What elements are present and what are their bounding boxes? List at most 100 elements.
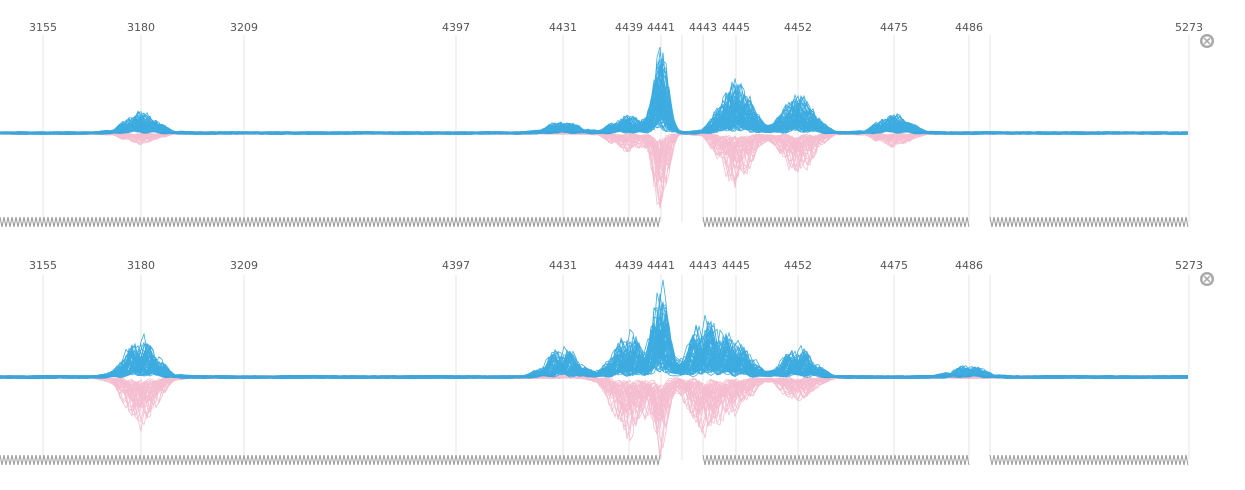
trace: [0, 131, 1189, 169]
trace: [0, 131, 1188, 159]
trace: [0, 323, 1189, 379]
trace: [0, 306, 1189, 379]
trace: [0, 375, 1189, 432]
trace: [0, 131, 1189, 193]
trace: [0, 97, 1189, 135]
trace: [0, 131, 1188, 161]
trace: [0, 327, 1189, 379]
trace: [0, 94, 1188, 135]
tick-label-4397: 4397: [442, 21, 470, 34]
axis-band-segment: [989, 216, 1189, 228]
trace: [0, 318, 1189, 379]
trace: [0, 78, 1189, 135]
trace: [0, 292, 1189, 380]
tick-label-4443: 4443: [689, 259, 717, 272]
tick-label-4431: 4431: [549, 21, 577, 34]
trace: [0, 293, 1189, 379]
trace: [0, 131, 1189, 208]
axis-band-segment: [702, 454, 970, 466]
trace: [0, 68, 1189, 135]
tick-label-3180: 3180: [127, 21, 155, 34]
trace: [0, 92, 1189, 135]
axis-band: [0, 216, 1189, 228]
axis-band-segment: [702, 216, 970, 228]
trace: [0, 64, 1189, 135]
trace: [0, 326, 1188, 379]
close-circle-icon[interactable]: [1200, 34, 1214, 48]
trace: [0, 96, 1189, 135]
trace: [0, 70, 1189, 135]
trace: [0, 131, 1189, 187]
trace: [0, 63, 1189, 135]
series-blue-traces: [0, 46, 1189, 136]
close-icon-stroke[interactable]: [1203, 37, 1211, 45]
trace: [0, 302, 1189, 379]
trace: [0, 375, 1189, 420]
trace: [0, 130, 1189, 158]
trace: [0, 78, 1189, 135]
trace: [0, 316, 1189, 379]
trace: [0, 131, 1189, 204]
trace: [0, 78, 1188, 135]
trace: [0, 319, 1189, 379]
trace: [0, 46, 1189, 135]
trace: [0, 131, 1189, 179]
trace: [0, 375, 1189, 428]
tick-label-3209: 3209: [230, 259, 258, 272]
trace: [0, 86, 1189, 135]
chart-top: 3155 3180 3209 4397 4431 4439 4441 4443 4445 4452…: [0, 21, 1214, 228]
trace: [0, 61, 1189, 135]
tick-label-4475: 4475: [880, 259, 908, 272]
trace: [0, 375, 1189, 428]
trace: [0, 131, 1189, 162]
trace: [0, 64, 1189, 135]
trace: [0, 99, 1189, 135]
trace: [0, 322, 1189, 379]
tick-label-4445: 4445: [722, 259, 750, 272]
trace: [0, 94, 1189, 135]
trace: [0, 375, 1189, 425]
tick-label-4452: 4452: [784, 21, 812, 34]
tick-label-4431: 4431: [549, 259, 577, 272]
trace: [0, 51, 1189, 135]
trace: [0, 310, 1189, 379]
trace: [0, 70, 1189, 135]
chart-panel-top: 3155 3180 3209 4397 4431 4439 4441 4443 4445 4452…: [0, 0, 1245, 240]
tick-label-5273: 5273: [1175, 21, 1203, 34]
trace: [0, 304, 1189, 380]
trace: [0, 75, 1189, 135]
trace: [0, 131, 1189, 166]
tick-label-4439: 4439: [615, 259, 643, 272]
trace: [0, 88, 1189, 135]
trace: [0, 316, 1188, 379]
trace: [0, 97, 1189, 135]
trace: [0, 76, 1189, 135]
trace: [0, 131, 1188, 179]
tick-label-3180: 3180: [127, 259, 155, 272]
tick-label-4397: 4397: [442, 259, 470, 272]
tick-label-3209: 3209: [230, 21, 258, 34]
trace: [0, 93, 1188, 135]
tick-label-4439: 4439: [615, 21, 643, 34]
trace: [0, 62, 1189, 135]
trace: [0, 66, 1189, 135]
trace: [0, 79, 1189, 135]
close-circle-icon[interactable]: [1200, 272, 1214, 286]
trace: [0, 304, 1189, 380]
trace: [0, 375, 1189, 427]
trace: [0, 320, 1189, 380]
trace: [0, 131, 1188, 188]
axis-band-segment: [0, 454, 661, 466]
close-icon-stroke[interactable]: [1203, 275, 1211, 283]
trace: [0, 131, 1189, 171]
tick-label-3155: 3155: [29, 259, 57, 272]
trace: [0, 98, 1189, 135]
tick-label-3155: 3155: [29, 21, 57, 34]
trace: [0, 306, 1189, 379]
trace: [0, 72, 1189, 136]
trace: [0, 301, 1189, 379]
trace: [0, 61, 1189, 135]
trace: [0, 84, 1189, 135]
axis-band-segment: [0, 216, 661, 228]
trace: [0, 83, 1189, 135]
